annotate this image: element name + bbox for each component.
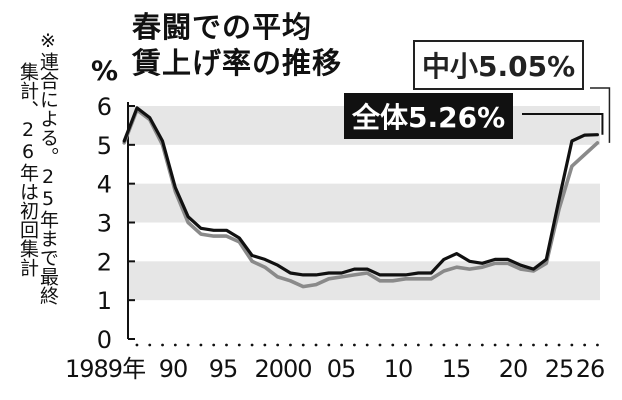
connector-sme [590, 87, 611, 143]
x-tick-label-2025: 25 [545, 355, 574, 383]
x-dot-2013 [429, 343, 433, 347]
x-dot-2000 [263, 343, 267, 347]
x-dot-1999 [250, 343, 254, 347]
x-tick-label-2000: 2000 [254, 355, 311, 383]
x-dot-1993 [173, 343, 177, 347]
tick-labels: 0 1 2 3 4 5 6 1989年 90 95 2000 05 10 15 20 25 26 [65, 93, 605, 383]
y-tick-label-0: 0 [97, 326, 112, 354]
x-tick-label-2010: 10 [384, 355, 413, 383]
series-lines [122, 106, 600, 289]
x-dot-1996 [212, 343, 216, 347]
x-dot-2015 [455, 343, 459, 347]
x-dot-2009 [378, 343, 382, 347]
x-dot-2005 [327, 343, 331, 347]
x-dot-2016 [468, 343, 471, 347]
x-dot-2023 [557, 343, 561, 347]
callout-connectors [522, 87, 611, 143]
x-tick-label-2005: 05 [327, 355, 356, 383]
x-tick-label-2015: 15 [442, 355, 471, 383]
source-note-line1: ※連合による。25年まで最終 [37, 30, 59, 305]
x-dot-2012 [416, 343, 420, 347]
x-dot-2004 [314, 343, 318, 347]
x-dot-2010 [391, 343, 395, 347]
source-note: ※連合による。25年まで最終 集計、26年は初回集計 [8, 30, 68, 380]
band-1 [128, 183, 600, 223]
x-dot-1994 [186, 343, 190, 347]
callout-all: 全体5.26% [344, 93, 514, 139]
y-tick-label-4: 4 [97, 171, 112, 199]
y-unit-label: % [91, 56, 119, 87]
y-tick-label-2: 2 [97, 248, 112, 276]
series-line-all [122, 106, 600, 277]
x-dot-2017 [480, 343, 484, 347]
x-dot-1992 [161, 343, 164, 347]
x-dot-2022 [544, 343, 548, 347]
x-tick-label-1989: 1989年 [65, 355, 145, 383]
x-dot-1997 [225, 343, 228, 347]
series-line-sme [122, 108, 600, 289]
source-note-line2: 集計、26年は初回集計 [17, 62, 39, 277]
x-tick-label-1990: 90 [159, 355, 188, 383]
x-tick-label-1995: 95 [209, 355, 238, 383]
x-dot-2018 [493, 343, 497, 347]
y-tick-label-6: 6 [97, 93, 112, 121]
y-tick-label-5: 5 [97, 132, 112, 160]
y-tick-label-1: 1 [97, 287, 112, 315]
x-dot-2011 [404, 343, 407, 347]
callout-sme: 中小5.05% [413, 40, 585, 90]
x-tick-label-2020: 20 [499, 355, 528, 383]
x-tick-label-2026: 26 [576, 355, 605, 383]
x-dot-1990 [135, 343, 139, 347]
x-dot-1991 [148, 343, 152, 347]
x-dot-2019 [506, 343, 510, 347]
x-dot-2003 [301, 343, 305, 347]
x-dot-2001 [276, 343, 280, 347]
x-dot-2025 [583, 343, 587, 347]
chart-title-line1: 春闘での平均 [132, 10, 313, 44]
x-dot-2024 [570, 343, 574, 347]
x-dot-1998 [237, 343, 241, 347]
connector-all [522, 113, 604, 135]
x-dot-2006 [340, 343, 344, 347]
x-dot-2026 [596, 343, 599, 347]
axes [127, 102, 599, 347]
chart-title-line2: 賃上げ率の推移 [132, 46, 343, 80]
x-dot-1995 [199, 343, 203, 347]
x-dot-2020 [519, 343, 523, 347]
x-dot-2008 [365, 343, 369, 347]
x-dot-2007 [353, 343, 356, 347]
x-dot-2002 [289, 343, 292, 347]
x-dot-2021 [532, 343, 535, 347]
y-tick-label-3: 3 [97, 210, 112, 238]
x-dot-2014 [442, 343, 446, 347]
